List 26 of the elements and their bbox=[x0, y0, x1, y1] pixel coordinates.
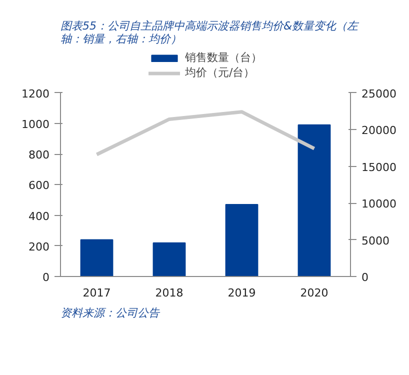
y-tick-label: 200 bbox=[28, 240, 50, 254]
bar bbox=[298, 124, 331, 276]
bar bbox=[152, 242, 186, 276]
y-tick-label: 800 bbox=[28, 148, 50, 162]
y-tick-label: 600 bbox=[28, 179, 50, 192]
y2-tick-label: 15000 bbox=[362, 160, 396, 174]
legend-label: 均价（元/台） bbox=[185, 65, 255, 80]
text: 资料来源：公司公告 bbox=[60, 306, 160, 320]
x-tick-label: 2017 bbox=[82, 286, 111, 300]
x-tick-label: 2020 bbox=[300, 286, 328, 300]
y2-tick-label: 5000 bbox=[362, 234, 390, 248]
x-tick-label: 2019 bbox=[228, 286, 256, 300]
y2-tick-label: 20000 bbox=[362, 124, 396, 138]
legend-label: 销售数量（台） bbox=[185, 50, 262, 65]
y-tick-label: 400 bbox=[28, 210, 50, 223]
y2-tick-label: 0 bbox=[362, 271, 368, 284]
x-tick-label: 2018 bbox=[155, 286, 184, 300]
line-series bbox=[95, 110, 316, 156]
bar bbox=[80, 239, 114, 276]
y2-tick-label: 25000 bbox=[362, 87, 396, 100]
y-tick-label: 1200 bbox=[22, 87, 50, 100]
y-tick-label: 0 bbox=[42, 271, 50, 284]
y-tick-label: 1000 bbox=[22, 118, 50, 131]
y2-tick-label: 10000 bbox=[362, 198, 396, 211]
bar bbox=[225, 204, 258, 276]
chart-title: 图表55：公司自主品牌中高端示波器销售均价&数量变化（左轴：销量，右轴：均价） bbox=[60, 20, 360, 46]
